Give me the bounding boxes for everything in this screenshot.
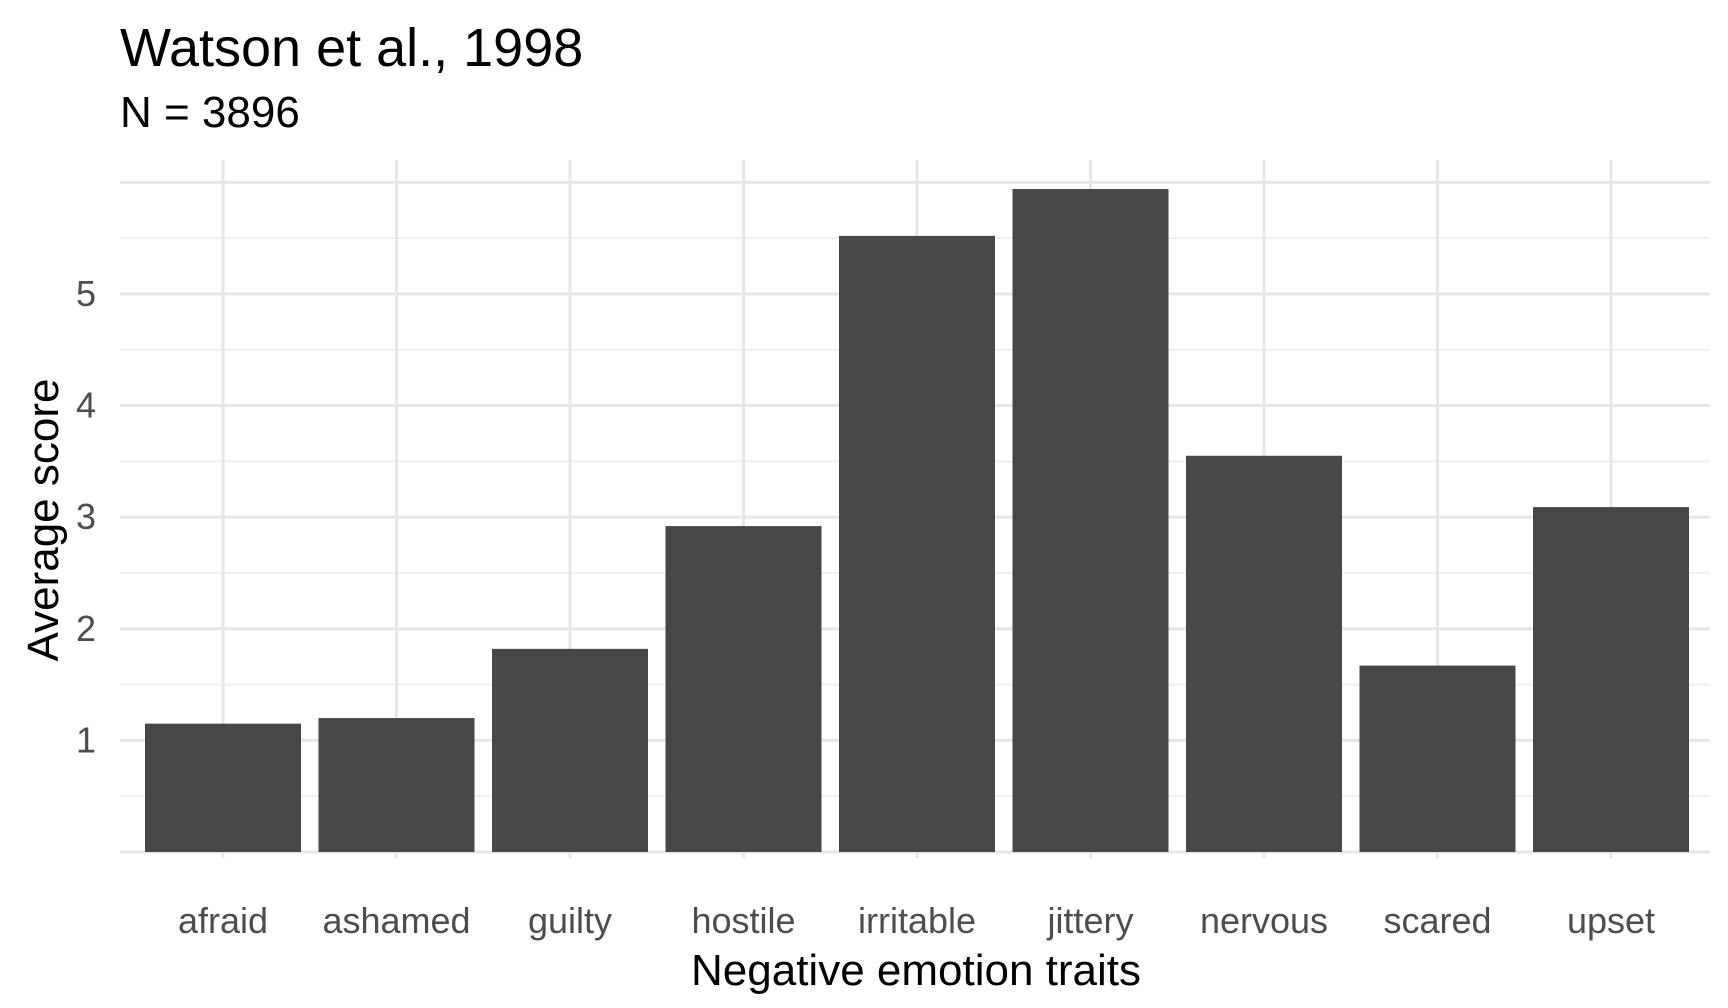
- chart-subtitle: N = 3896: [120, 88, 300, 137]
- x-tick-label: jittery: [1046, 900, 1133, 941]
- x-tick-label: scared: [1383, 900, 1491, 941]
- y-axis-title: Average score: [19, 379, 68, 662]
- x-axis-ticks: afraid ashamed guilty hostile irritable jitte…: [178, 900, 1655, 941]
- bar-hostile: [665, 526, 822, 852]
- bar-ashamed: [318, 718, 475, 852]
- bar-afraid: [145, 723, 301, 852]
- bars: [145, 189, 1689, 852]
- bar-irritable: [839, 235, 995, 852]
- x-axis-title: Negative emotion traits: [691, 946, 1141, 995]
- bar-nervous: [1186, 455, 1342, 852]
- x-tick-label: ashamed: [322, 900, 470, 941]
- y-tick-label: 3: [76, 496, 96, 537]
- y-tick-label: 5: [76, 273, 96, 314]
- x-tick-label: guilty: [528, 900, 612, 941]
- x-tick-label: hostile: [691, 900, 795, 941]
- x-tick-label: irritable: [858, 900, 976, 941]
- bar-upset: [1533, 507, 1689, 852]
- x-tick-label: afraid: [178, 900, 268, 941]
- chart-title: Watson et al., 1998: [120, 18, 583, 78]
- bar-guilty: [492, 648, 648, 852]
- y-tick-label: 4: [76, 385, 96, 426]
- bar-scared: [1359, 665, 1516, 852]
- bar-jittery: [1012, 189, 1169, 852]
- x-tick-label: upset: [1567, 900, 1655, 941]
- x-tick-label: nervous: [1200, 900, 1328, 941]
- y-axis-ticks: 1 2 3 4 5: [76, 273, 96, 760]
- y-tick-label: 1: [76, 719, 96, 760]
- y-tick-label: 2: [76, 608, 96, 649]
